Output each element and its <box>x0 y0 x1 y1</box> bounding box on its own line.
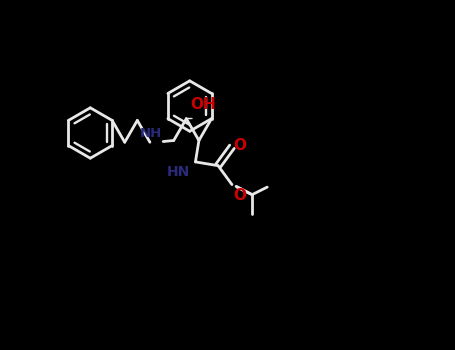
Text: NH: NH <box>140 127 162 140</box>
Text: HN: HN <box>167 165 190 179</box>
Text: OH: OH <box>190 97 216 112</box>
Text: O: O <box>234 138 247 153</box>
Text: O: O <box>233 188 246 203</box>
